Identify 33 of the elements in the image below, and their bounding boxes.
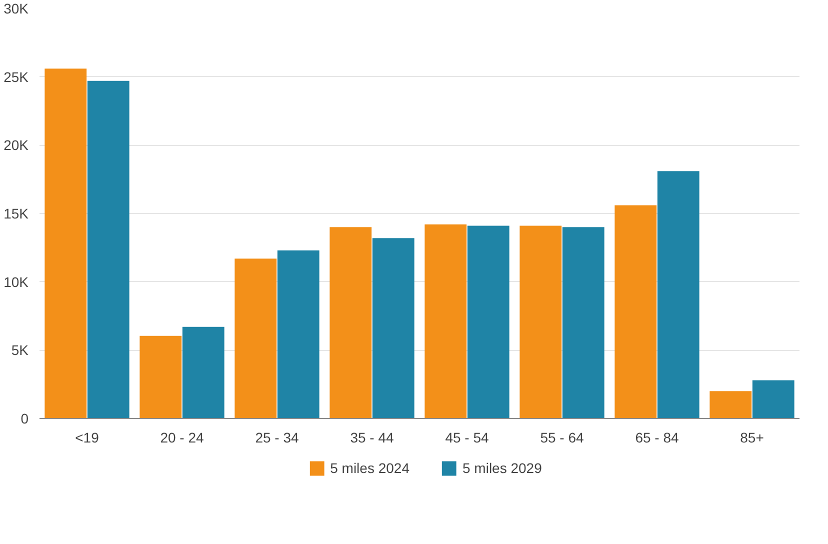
x-tick-label: 85+ [740, 430, 764, 446]
bar [87, 80, 130, 418]
x-tick-label: 20 - 24 [160, 430, 204, 446]
bar [614, 205, 657, 418]
x-tick-label: 35 - 44 [350, 430, 394, 446]
bar [234, 258, 277, 418]
y-tick-label: 5K [11, 342, 30, 358]
bar [140, 336, 182, 418]
bar [520, 226, 562, 418]
x-tick-label: 25 - 34 [255, 430, 300, 446]
bar [562, 227, 604, 418]
bar [657, 171, 700, 418]
bar [710, 391, 752, 418]
bar [467, 226, 510, 418]
legend-label: 5 miles 2029 [462, 459, 542, 477]
y-tick-label: 20K [4, 137, 30, 154]
y-tick-label: 0 [20, 410, 29, 426]
x-tick-label: <19 [75, 430, 100, 446]
bar [372, 238, 414, 418]
y-tick-label: 15K [4, 206, 30, 222]
bar [424, 224, 467, 418]
y-tick-label: 25K [4, 68, 30, 85]
y-tick-label: 10K [4, 274, 30, 290]
legend-label: 5 miles 2024 [330, 459, 410, 477]
bar [330, 227, 372, 418]
x-tick-label: 55 - 64 [540, 430, 584, 446]
x-tick-label: 45 - 54 [445, 430, 490, 446]
bar [752, 380, 794, 418]
bar [44, 68, 87, 418]
x-tick-label: 65 - 84 [635, 430, 680, 446]
y-tick-label: 30K [4, 0, 30, 16]
bar [182, 326, 224, 418]
bar [277, 250, 320, 418]
